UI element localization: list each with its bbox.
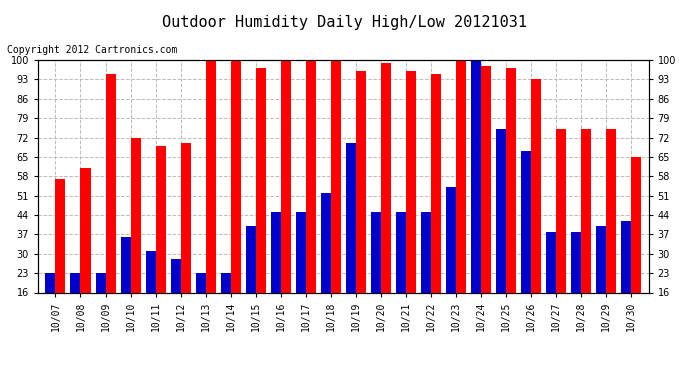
Bar [331,60,341,292]
Bar [181,143,190,292]
Text: Outdoor Humidity Daily High/Low 20121031: Outdoor Humidity Daily High/Low 20121031 [163,15,527,30]
Bar [371,212,381,292]
Bar [596,226,606,292]
Bar [170,259,181,292]
Bar [296,212,306,292]
Bar [95,273,106,292]
Bar [396,212,406,292]
Bar [155,146,166,292]
Bar [431,74,441,292]
Bar [356,71,366,292]
Bar [571,232,581,292]
Bar [81,168,90,292]
Bar [581,129,591,292]
Bar [106,74,115,292]
Bar [606,129,616,292]
Bar [221,273,230,292]
Bar [521,152,531,292]
Bar [456,60,466,292]
Bar [346,143,356,292]
Bar [121,237,130,292]
Bar [481,66,491,292]
Bar [446,188,456,292]
Bar [256,68,266,292]
Bar [546,232,556,292]
Bar [246,226,256,292]
Bar [631,157,641,292]
Bar [130,138,141,292]
Bar [146,251,155,292]
Bar [621,220,631,292]
Bar [556,129,566,292]
Bar [306,60,316,292]
Bar [406,71,416,292]
Bar [70,273,81,292]
Bar [421,212,431,292]
Bar [206,60,216,292]
Bar [496,129,506,292]
Bar [46,273,55,292]
Bar [381,63,391,292]
Bar [531,80,541,292]
Bar [55,179,66,292]
Bar [506,68,516,292]
Bar [270,212,281,292]
Bar [471,60,481,292]
Bar [196,273,206,292]
Bar [281,60,290,292]
Text: Copyright 2012 Cartronics.com: Copyright 2012 Cartronics.com [7,45,177,55]
Bar [321,193,331,292]
Bar [230,60,241,292]
